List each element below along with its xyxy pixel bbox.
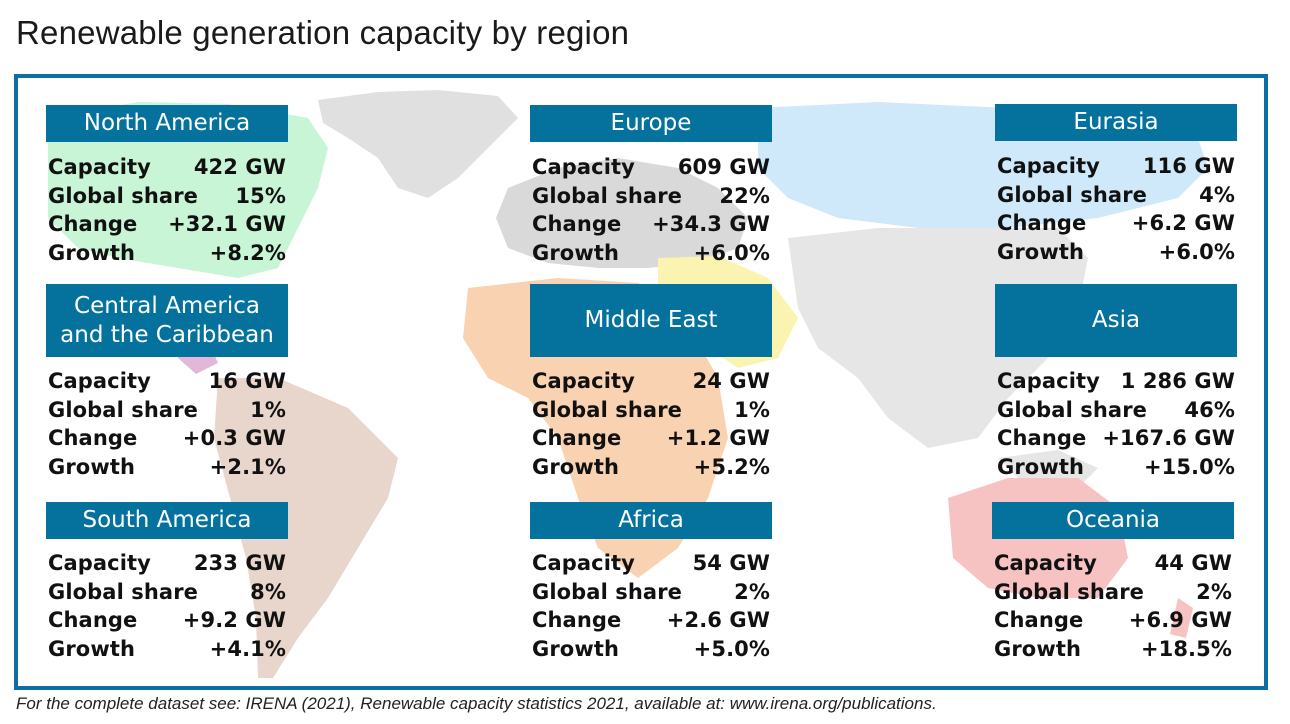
stat-capacity: Capacity 609 GW [532,155,770,179]
region-oceania: Oceania Capacity 44 GW Global share 2% Cha… [992,502,1234,663]
stat-change: Change +0.3 GW [48,426,286,451]
region-stats: Capacity 44 GW Global share 2% Change +6.9 … [992,549,1234,663]
stat-change: Change +1.2 GW [532,426,770,451]
stat-growth: Growth +6.0% [997,239,1235,264]
stat-change: Change +32.1 GW [48,212,286,237]
stat-capacity: Capacity 116 GW [997,154,1235,178]
map-greenland [318,90,518,198]
stat-change: Change +34.3 GW [532,212,770,237]
region-stats: Capacity 24 GW Global share 1% Change +1.2 … [530,367,772,481]
stat-global-share: Global share 2% [994,579,1232,604]
page-title: Renewable generation capacity by region [16,14,630,51]
map-asia [788,228,1088,448]
stat-change: Change +9.2 GW [48,608,286,633]
stat-growth: Growth +5.2% [532,454,770,479]
stat-global-share: Global share 46% [997,397,1235,422]
region-south-america: South America Capacity 233 GW Global shar… [46,502,288,663]
map-south-america [214,378,398,678]
region-header: Oceania [992,502,1234,539]
stat-growth: Growth +2.1% [48,454,286,479]
stat-global-share: Global share 2% [532,579,770,604]
region-stats: Capacity 1 286 GW Global share 46% Change +… [995,367,1237,481]
region-header: South America [46,502,288,539]
stat-capacity: Capacity 422 GW [48,155,286,179]
region-header: Asia [995,284,1237,357]
map-new-zealand [1170,598,1193,638]
region-stats: Capacity 609 GW Global share 22% Change +34… [530,153,772,267]
stat-global-share: Global share 1% [532,397,770,422]
stat-growth: Growth +15.0% [997,454,1235,479]
footnote: For the complete dataset see: IRENA (202… [16,694,937,713]
stat-capacity: Capacity 24 GW [532,369,770,393]
region-header-line: and the Caribbean [60,321,274,348]
region-stats: Capacity 116 GW Global share 4% Change +6.2… [995,152,1237,266]
stat-global-share: Global share 22% [532,183,770,208]
map-europe [496,158,748,268]
region-stats: Capacity 422 GW Global share 15% Change +32… [46,153,288,267]
map-frame: North America Capacity 422 GW Global shar… [14,74,1268,690]
stat-capacity: Capacity 54 GW [532,551,770,575]
stat-change: Change +6.2 GW [997,211,1235,236]
stat-change: Change +167.6 GW [997,426,1235,451]
stat-growth: Growth +5.0% [532,636,770,661]
stat-global-share: Global share 1% [48,397,286,422]
region-asia: Asia Capacity 1 286 GW Global share 46% Ch… [995,284,1237,481]
stat-growth: Growth +6.0% [532,240,770,265]
region-africa: Africa Capacity 54 GW Global share 2% Chan… [530,502,772,663]
stat-growth: Growth +4.1% [48,636,286,661]
region-header: Europe [530,105,772,142]
stat-change: Change +2.6 GW [532,608,770,633]
region-stats: Capacity 54 GW Global share 2% Change +2.6 … [530,549,772,663]
region-header: Middle East [530,284,772,357]
region-header-line: Central America [74,292,260,319]
region-header: North America [46,105,288,142]
stat-change: Change +6.9 GW [994,608,1232,633]
map-north-america [48,102,328,278]
region-north-america: North America Capacity 422 GW Global shar… [46,105,288,267]
region-stats: Capacity 233 GW Global share 8% Change +9.2… [46,549,288,663]
stat-capacity: Capacity 1 286 GW [997,369,1235,393]
stat-global-share: Global share 8% [48,579,286,604]
region-eurasia: Eurasia Capacity 116 GW Global share 4% Ch… [995,104,1237,266]
stat-growth: Growth +8.2% [48,240,286,265]
stat-growth: Growth +18.5% [994,636,1232,661]
region-europe: Europe Capacity 609 GW Global share 22% Ch… [530,105,772,267]
stat-global-share: Global share 4% [997,182,1235,207]
region-stats: Capacity 16 GW Global share 1% Change +0.3 … [46,367,288,481]
region-middle-east: Middle East Capacity 24 GW Global share 1%… [530,284,772,481]
stat-capacity: Capacity 16 GW [48,369,286,393]
region-header: Eurasia [995,104,1237,141]
region-central-america: Central America and the Caribbean Capaci… [46,284,288,481]
stat-capacity: Capacity 44 GW [994,551,1232,575]
region-header: Africa [530,502,772,539]
stat-capacity: Capacity 233 GW [48,551,286,575]
stat-global-share: Global share 15% [48,183,286,208]
region-header: Central America and the Caribbean [46,284,288,357]
